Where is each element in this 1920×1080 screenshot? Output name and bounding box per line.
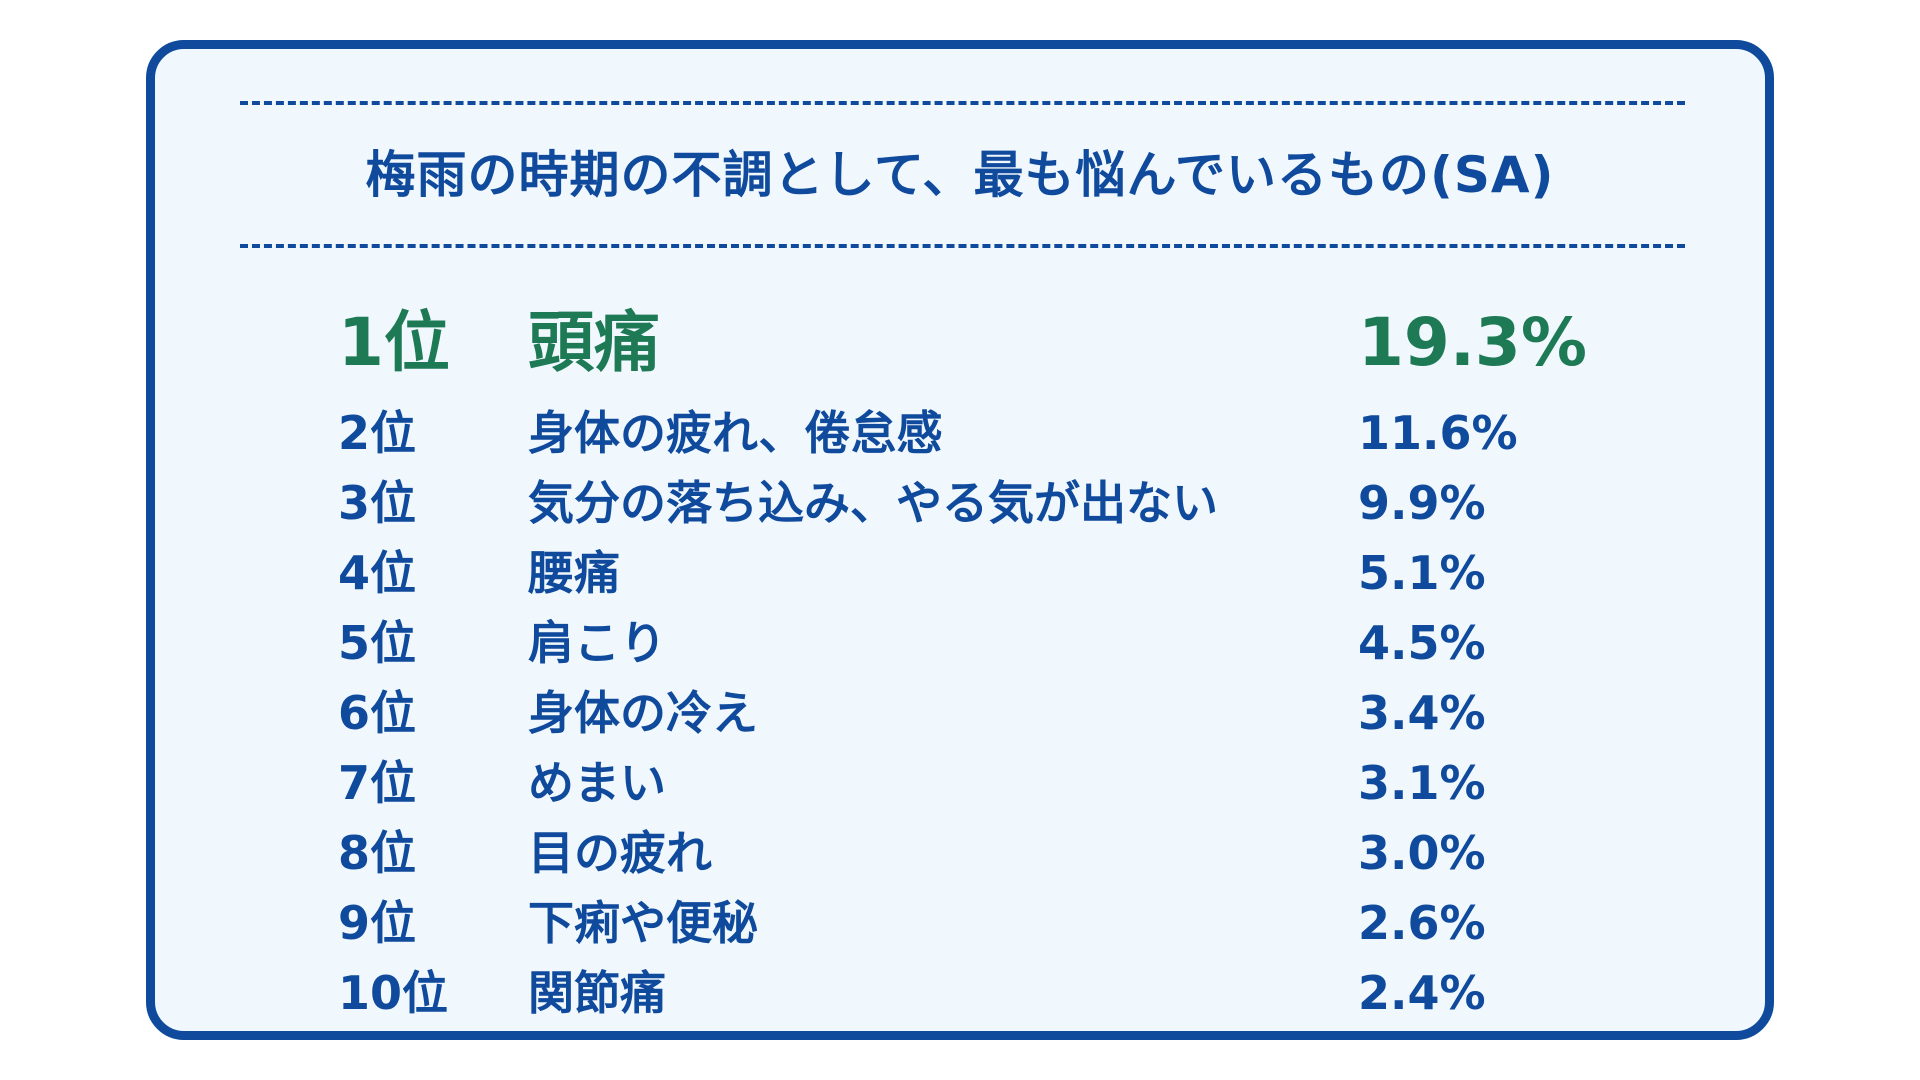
- item-label: 身体の疲れ、倦怠感: [528, 406, 943, 460]
- item-label: 下痢や便秘: [528, 896, 758, 950]
- table-row: 10位 関節痛 2.4%: [0, 960, 1920, 1026]
- bottom-dashed-divider: [240, 244, 1685, 248]
- item-label: めまい: [528, 756, 666, 810]
- percentage-value: 19.3%: [1358, 304, 1587, 381]
- percentage-value: 11.6%: [1358, 406, 1518, 460]
- table-row: 9位 下痢や便秘 2.6%: [0, 890, 1920, 956]
- item-label: 目の疲れ: [528, 826, 712, 880]
- percentage-value: 5.1%: [1358, 546, 1486, 600]
- rank-label: 4位: [338, 546, 417, 600]
- table-row: 8位 目の疲れ 3.0%: [0, 820, 1920, 886]
- rank-label: 3位: [338, 476, 417, 530]
- percentage-value: 2.6%: [1358, 896, 1486, 950]
- item-label: 腰痛: [528, 546, 620, 600]
- table-row: 6位 身体の冷え 3.4%: [0, 680, 1920, 746]
- percentage-value: 4.5%: [1358, 616, 1486, 670]
- ranking-card: [146, 40, 1774, 1040]
- item-label: 気分の落ち込み、やる気が出ない: [528, 476, 1218, 530]
- rank-label: 10位: [338, 966, 449, 1020]
- table-row: 4位 腰痛 5.1%: [0, 540, 1920, 606]
- percentage-value: 9.9%: [1358, 476, 1486, 530]
- rank-label: 2位: [338, 406, 417, 460]
- chart-title: 梅雨の時期の不調として、最も悩んでいるもの(SA): [365, 146, 1555, 204]
- percentage-value: 2.4%: [1358, 966, 1486, 1020]
- percentage-value: 3.4%: [1358, 686, 1486, 740]
- table-row: 5位 肩こり 4.5%: [0, 610, 1920, 676]
- top-dashed-divider: [240, 101, 1685, 105]
- rank-label: 7位: [338, 756, 417, 810]
- table-row: 7位 めまい 3.1%: [0, 750, 1920, 816]
- table-row: 2位 身体の疲れ、倦怠感 11.6%: [0, 400, 1920, 466]
- item-label: 身体の冷え: [528, 686, 758, 740]
- item-label: 肩こり: [528, 616, 666, 670]
- rank-label: 9位: [338, 896, 417, 950]
- rank-label: 8位: [338, 826, 417, 880]
- item-label: 頭痛: [528, 304, 660, 381]
- item-label: 関節痛: [528, 966, 666, 1020]
- rank-label: 5位: [338, 616, 417, 670]
- rank-label: 6位: [338, 686, 417, 740]
- table-row: 3位 気分の落ち込み、やる気が出ない 9.9%: [0, 470, 1920, 536]
- percentage-value: 3.1%: [1358, 756, 1486, 810]
- table-row: 1位 頭痛 19.3%: [0, 298, 1920, 388]
- rank-label: 1位: [338, 304, 450, 381]
- percentage-value: 3.0%: [1358, 826, 1486, 880]
